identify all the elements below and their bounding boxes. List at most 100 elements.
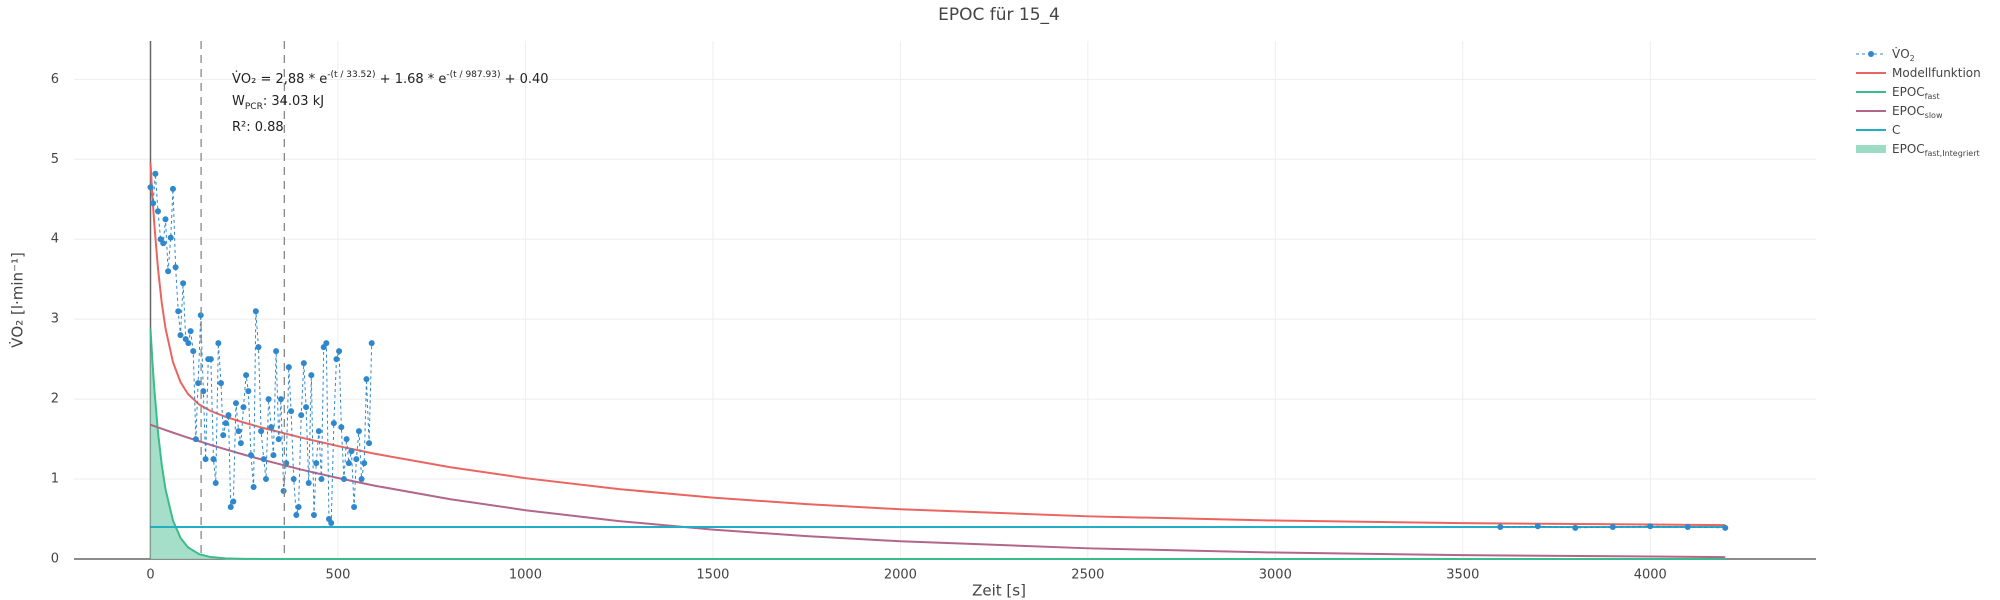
x-tick-label: 3000 xyxy=(1259,568,1292,583)
legend-swatch xyxy=(1856,145,1886,153)
line xyxy=(149,173,373,525)
y-tick-label: 2 xyxy=(51,392,59,407)
marker xyxy=(262,476,269,483)
marker xyxy=(167,234,174,241)
legend-item[interactable]: EPOCfast,Integriert xyxy=(1856,142,1980,159)
marker xyxy=(215,340,222,347)
marker xyxy=(243,372,250,379)
legend-label: EPOCslow xyxy=(1892,104,1943,121)
annotation: R²: 0.88 xyxy=(232,120,284,135)
y-tick-label: 0 xyxy=(51,552,59,567)
legend-item[interactable]: EPOCslow xyxy=(1856,104,1943,121)
legend-item[interactable]: Modellfunktion xyxy=(1856,66,1981,80)
marker xyxy=(175,308,182,315)
marker xyxy=(230,498,237,505)
marker xyxy=(277,396,284,403)
legend-subscript: fast xyxy=(1925,92,1940,101)
marker xyxy=(358,476,365,483)
annotation-part: R²: 0.88 xyxy=(232,120,284,135)
annotation: WPCR: 34.03 kJ xyxy=(232,94,324,112)
marker xyxy=(195,380,202,387)
marker xyxy=(227,504,234,511)
x-tick-label: 2500 xyxy=(1071,568,1104,583)
marker xyxy=(162,216,169,223)
x-tick-label: 2000 xyxy=(884,568,917,583)
legend-name: EPOC xyxy=(1892,142,1925,156)
legend-name: C xyxy=(1892,123,1900,137)
marker xyxy=(1609,524,1616,531)
chart-title: EPOC für 15_4 xyxy=(938,5,1060,25)
x-tick-label: 1500 xyxy=(696,568,729,583)
area xyxy=(150,328,263,559)
marker xyxy=(270,452,277,459)
y-tick-label: 4 xyxy=(51,232,59,247)
marker xyxy=(245,388,252,395)
legend-label: EPOCfast xyxy=(1892,85,1940,102)
marker xyxy=(315,428,322,435)
marker xyxy=(265,396,272,403)
annotation-part: + 1.68 * e xyxy=(376,72,447,87)
annotation-part: PCR xyxy=(245,102,263,112)
y-tick-label: 5 xyxy=(51,152,59,167)
grid xyxy=(74,41,1816,560)
marker xyxy=(177,332,184,339)
marker xyxy=(348,448,355,455)
x-axis-label: Zeit [s] xyxy=(972,582,1026,600)
marker xyxy=(235,428,242,435)
marker xyxy=(338,424,345,431)
marker xyxy=(154,208,161,215)
marker xyxy=(207,356,214,363)
legend-subscript: fast,Integriert xyxy=(1925,149,1980,158)
marker xyxy=(333,356,340,363)
annotation-part: + 0.40 xyxy=(500,72,548,87)
legend-name: EPOC xyxy=(1892,104,1925,118)
line xyxy=(149,328,1726,560)
legend-marker xyxy=(1868,51,1874,57)
marker xyxy=(298,412,305,419)
y-tick-label: 3 xyxy=(51,312,59,327)
marker xyxy=(180,280,187,287)
marker xyxy=(323,340,330,347)
marker xyxy=(313,460,320,467)
legend-item[interactable]: C xyxy=(1856,123,1900,137)
marker xyxy=(187,328,194,335)
legend-item[interactable]: EPOCfast xyxy=(1856,85,1940,102)
marker xyxy=(295,504,302,511)
marker xyxy=(1647,523,1654,530)
marker xyxy=(318,476,325,483)
marker xyxy=(343,436,350,443)
legend-name: V̇O xyxy=(1892,46,1910,60)
marker xyxy=(368,340,375,347)
marker xyxy=(285,364,292,371)
marker xyxy=(340,476,347,483)
annotation-part: W xyxy=(232,94,245,109)
marker xyxy=(351,504,358,511)
annotation-part: : 34.03 kJ xyxy=(263,94,324,109)
marker xyxy=(237,440,244,447)
marker xyxy=(255,344,262,351)
marker xyxy=(225,412,232,419)
marker xyxy=(280,488,287,495)
annotation-part: -(t / 33.52) xyxy=(327,70,375,80)
x-tick-label: 1000 xyxy=(509,568,542,583)
marker xyxy=(268,424,275,431)
marker xyxy=(293,512,300,519)
marker xyxy=(1572,524,1579,531)
legend-label: C xyxy=(1892,123,1900,137)
marker xyxy=(217,380,224,387)
marker xyxy=(300,360,307,367)
marker xyxy=(185,340,192,347)
marker xyxy=(310,512,317,519)
marker xyxy=(366,440,373,447)
marker xyxy=(275,436,282,443)
legend-name: EPOC xyxy=(1892,85,1925,99)
marker xyxy=(222,420,229,427)
marker xyxy=(220,432,227,439)
legend-subscript: slow xyxy=(1925,111,1943,120)
marker xyxy=(252,308,259,315)
legend-item[interactable]: V̇O2 xyxy=(1856,46,1915,63)
line xyxy=(150,423,1726,559)
marker xyxy=(330,420,337,427)
marker xyxy=(305,480,312,487)
